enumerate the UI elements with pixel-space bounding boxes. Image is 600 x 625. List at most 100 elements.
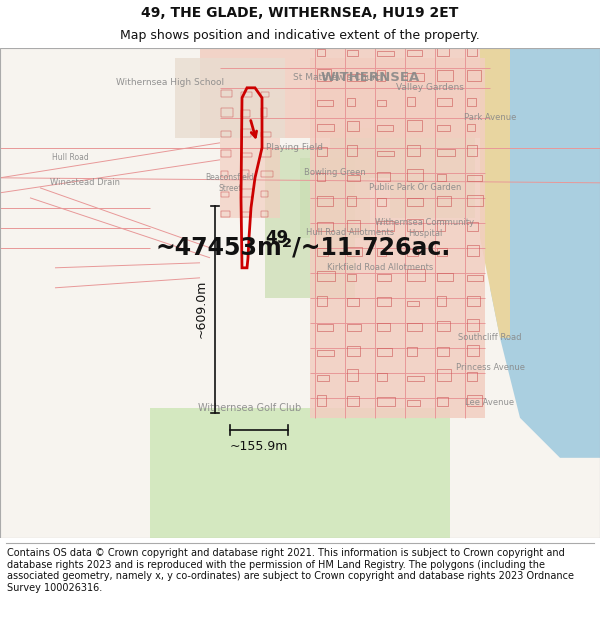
Bar [407, 198, 423, 206]
Bar [437, 348, 449, 356]
Bar [241, 92, 251, 97]
Bar [377, 397, 395, 406]
Bar [241, 212, 251, 217]
Bar [467, 319, 479, 331]
Bar [437, 98, 452, 106]
Bar [200, 48, 480, 138]
Text: ~155.9m: ~155.9m [230, 440, 288, 452]
Bar [221, 211, 230, 217]
Bar [150, 408, 450, 538]
Bar [407, 219, 423, 231]
Bar [347, 324, 361, 331]
Bar [317, 248, 328, 256]
Bar [407, 269, 425, 281]
Text: Map shows position and indicative extent of the property.: Map shows position and indicative extent… [120, 29, 480, 42]
Bar [347, 50, 358, 56]
Bar [261, 92, 269, 97]
Bar [437, 296, 446, 306]
Bar [407, 169, 423, 181]
Bar [317, 396, 326, 406]
Bar [347, 221, 359, 231]
Text: Withernsea Golf Club: Withernsea Golf Club [199, 402, 302, 412]
Bar [300, 158, 370, 238]
Text: Withernsea High School: Withernsea High School [116, 78, 224, 88]
Bar [261, 132, 271, 137]
Bar [347, 74, 365, 81]
Bar [241, 110, 250, 117]
Bar [220, 98, 280, 218]
Bar [261, 211, 268, 217]
Bar [467, 222, 478, 231]
Text: Kirkfield Road Allotments: Kirkfield Road Allotments [327, 263, 433, 272]
Bar [377, 297, 391, 306]
Text: Beaconsfield
Street: Beaconsfield Street [206, 173, 254, 192]
Text: Park Avenue: Park Avenue [464, 113, 516, 123]
Bar [347, 98, 355, 106]
Bar [437, 149, 455, 156]
Bar [437, 248, 446, 256]
Bar [377, 198, 386, 206]
Bar [390, 118, 475, 218]
Bar [221, 131, 230, 137]
Bar [221, 150, 231, 157]
Bar [437, 272, 454, 281]
Text: Hull Road Allotments: Hull Road Allotments [306, 228, 394, 238]
Bar [407, 145, 421, 156]
Bar [467, 47, 477, 56]
Bar [175, 58, 285, 138]
Text: Valley Gardens: Valley Gardens [396, 83, 464, 92]
Text: Princess Avenue: Princess Avenue [455, 363, 524, 372]
Bar [317, 324, 332, 331]
Bar [437, 196, 451, 206]
Bar [467, 246, 479, 256]
Bar [330, 127, 390, 177]
Bar [407, 97, 415, 106]
Bar [467, 175, 482, 181]
Text: 49: 49 [265, 229, 288, 247]
Bar [347, 196, 356, 206]
Bar [437, 174, 446, 181]
Bar [317, 49, 325, 56]
Bar [437, 48, 449, 56]
Bar [241, 170, 248, 177]
Bar [317, 376, 329, 381]
Bar [317, 350, 334, 356]
Bar [437, 219, 445, 231]
Bar [467, 395, 482, 406]
Text: Playing Field: Playing Field [266, 143, 323, 152]
Text: Hull Road: Hull Road [52, 153, 88, 162]
Text: Contains OS data © Crown copyright and database right 2021. This information is : Contains OS data © Crown copyright and d… [7, 548, 574, 593]
Bar [407, 249, 418, 256]
Bar [437, 321, 449, 331]
Bar [377, 274, 391, 281]
Text: Withernsea Community
Hospital: Withernsea Community Hospital [376, 218, 475, 238]
Bar [347, 298, 359, 306]
Bar [347, 274, 356, 281]
Text: WITHERNSEA: WITHERNSEA [320, 71, 419, 84]
Bar [407, 400, 420, 406]
Text: Bowling Green: Bowling Green [304, 168, 366, 177]
Bar [377, 372, 387, 381]
Bar [377, 221, 394, 231]
Bar [377, 323, 389, 331]
Bar [317, 196, 333, 206]
Polygon shape [490, 48, 600, 458]
Bar [317, 271, 335, 281]
Bar [317, 124, 334, 131]
Bar [347, 248, 362, 256]
Bar [347, 396, 359, 406]
Bar [467, 345, 479, 356]
Bar [317, 222, 333, 231]
Bar [437, 369, 451, 381]
Bar [377, 248, 386, 256]
Bar [407, 376, 424, 381]
Bar [467, 372, 478, 381]
Bar [241, 129, 251, 137]
Bar [377, 124, 394, 131]
Bar [261, 108, 267, 117]
Bar [377, 151, 394, 156]
Bar [467, 124, 475, 131]
Text: Lee Avenue: Lee Avenue [466, 398, 515, 408]
Polygon shape [480, 48, 510, 338]
Bar [377, 171, 391, 181]
